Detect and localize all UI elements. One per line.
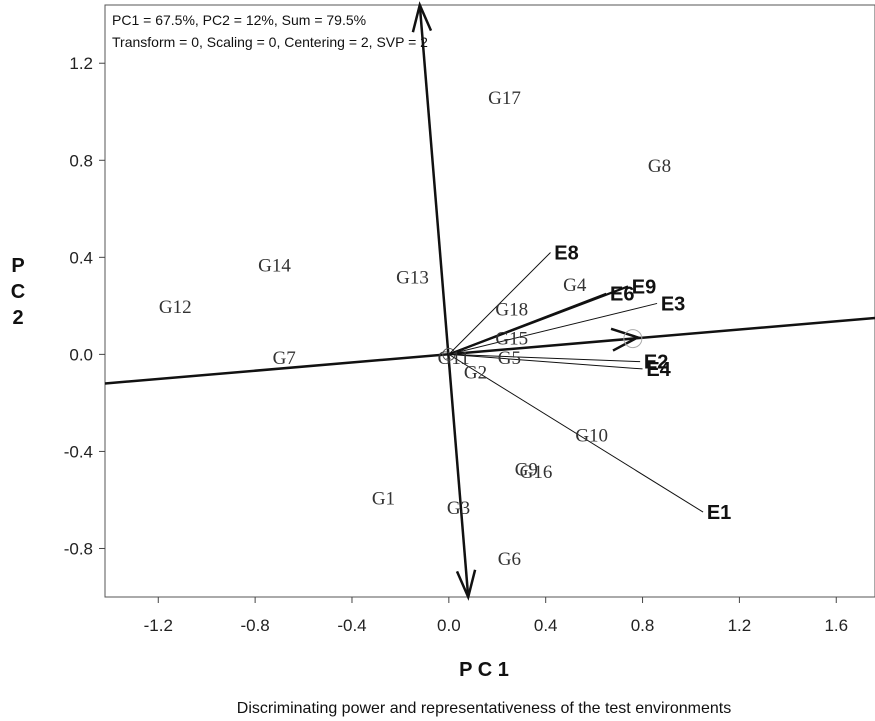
environment-label: E1: [707, 502, 731, 524]
x-tick-label: 1.6: [824, 616, 848, 635]
genotype-label: G3: [447, 498, 470, 519]
y-tick-label: 1.2: [69, 54, 93, 73]
environment-vector: [448, 252, 551, 355]
y-axis-title-c: C: [11, 281, 25, 303]
environment-vector: [448, 353, 641, 363]
x-tick-label: -0.8: [240, 616, 269, 635]
genotype-label: G9: [515, 459, 538, 480]
x-tick-label: -0.4: [337, 616, 366, 635]
environment-vector: [448, 353, 704, 513]
genotype-label: G7: [273, 348, 296, 369]
y-axis-title-2: 2: [12, 307, 23, 329]
y-axis-title-p: P: [11, 255, 24, 277]
environment-vector: [448, 353, 643, 370]
genotype-label: G15: [495, 328, 528, 349]
y-tick-label: 0.8: [69, 151, 93, 170]
genotype-label: G12: [159, 297, 192, 318]
genotype-label: G8: [648, 156, 671, 177]
genotype-label: G11: [438, 348, 470, 369]
perpendicular-axis-bottom-arrow: [455, 569, 477, 601]
average-environment-axis: [104, 316, 875, 385]
environment-vector: [448, 292, 607, 356]
genotype-label: G13: [396, 268, 429, 289]
x-tick-label: 1.2: [728, 616, 752, 635]
environment-label: E6: [610, 284, 634, 306]
genotype-label: G4: [563, 275, 587, 296]
environment-vector: [448, 302, 658, 355]
x-tick-label: 0.8: [631, 616, 655, 635]
x-axis-title: P C 1: [459, 659, 509, 681]
x-tick-label: 0.4: [534, 616, 558, 635]
x-tick-label: 0.0: [437, 616, 461, 635]
y-tick-label: -0.4: [64, 442, 93, 461]
axis-ticks: -1.2 -0.8 -0.4 0.0 0.4 0.8 1.2 1.6 -0.8 -0.4 0.0 0.…: [64, 54, 848, 635]
environment-label: E9: [632, 276, 656, 298]
genotype-label: G5: [498, 348, 521, 369]
genotype-label: G1: [372, 489, 395, 510]
genotype-label: G16: [520, 462, 553, 483]
environment-label: E4: [646, 359, 671, 381]
genotype-label: G14: [258, 256, 291, 277]
y-tick-label: 0.4: [69, 248, 93, 267]
environment-label: E3: [661, 293, 685, 315]
perpendicular-axis: [418, 4, 470, 598]
aea-arrow-head: [610, 327, 641, 352]
method-info-line: Transform = 0, Scaling = 0, Centering = …: [112, 34, 428, 50]
environment-label: E2: [644, 352, 668, 374]
variance-info-line: PC1 = 67.5%, PC2 = 12%, Sum = 79.5%: [112, 12, 366, 28]
y-tick-label: 0.0: [69, 345, 93, 364]
plot-frame: [104, 4, 875, 598]
environment-label: E8: [554, 242, 578, 264]
genotype-label: G18: [495, 299, 528, 320]
perpendicular-axis-top-arrow: [411, 1, 433, 33]
genotype-label: G10: [575, 425, 608, 446]
genotype-label: G17: [488, 88, 521, 109]
y-tick-label: -0.8: [64, 539, 93, 558]
chart-caption: Discriminating power and representativen…: [237, 700, 731, 717]
x-tick-label: -1.2: [144, 616, 173, 635]
genotype-label: G2: [464, 362, 487, 383]
average-environment-circle: [623, 329, 643, 349]
genotype-label: G6: [498, 549, 521, 570]
